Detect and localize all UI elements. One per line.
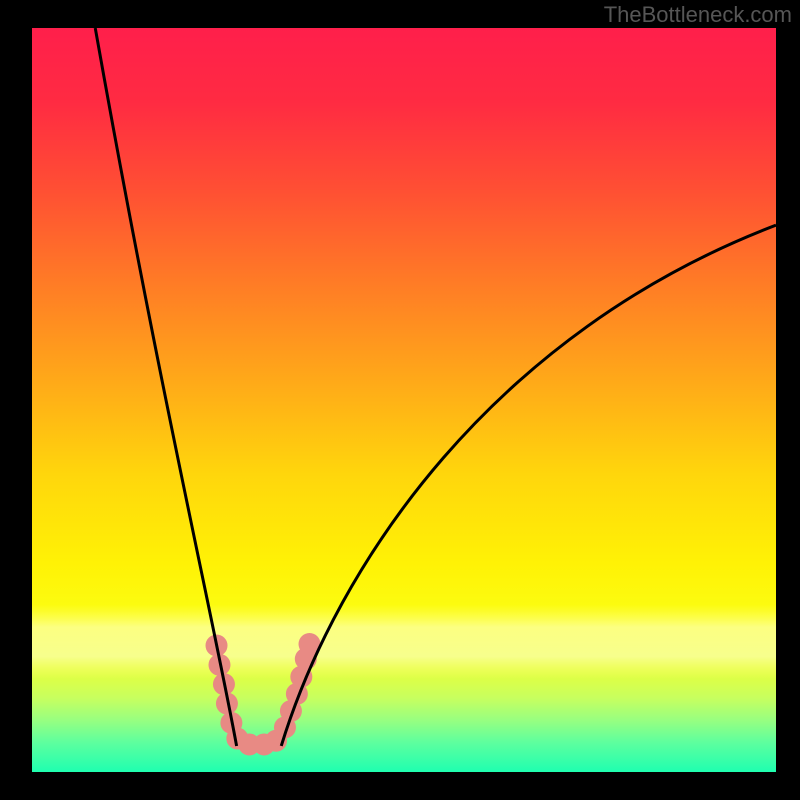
chart-container: TheBottleneck.com [0, 0, 800, 800]
pale-band [32, 605, 776, 679]
watermark-text: TheBottleneck.com [604, 2, 792, 28]
chart-svg [0, 0, 800, 800]
